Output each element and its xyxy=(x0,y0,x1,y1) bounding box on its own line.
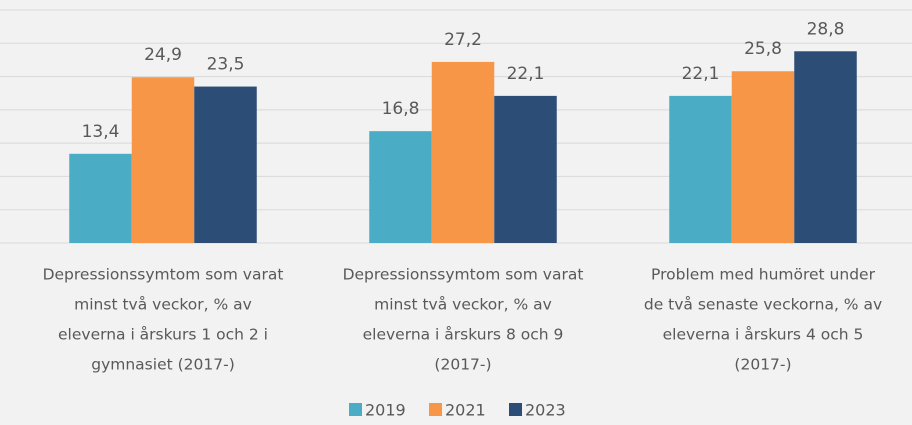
data-label: 28,8 xyxy=(807,19,845,39)
x-tick-label: minst två veckor, % av xyxy=(374,296,552,314)
data-label: 27,2 xyxy=(444,30,482,50)
legend-label: 2021 xyxy=(445,401,486,420)
x-tick-label: gymnasiet (2017-) xyxy=(91,356,235,374)
legend-swatch xyxy=(509,403,522,416)
data-label: 23,5 xyxy=(207,55,245,75)
bar xyxy=(794,51,857,243)
bar xyxy=(131,77,195,243)
bar xyxy=(194,86,257,243)
x-tick-label: (2017-) xyxy=(434,356,491,374)
bar xyxy=(731,71,795,243)
x-tick-label: minst två veckor, % av xyxy=(74,296,252,314)
data-label: 13,4 xyxy=(82,122,120,142)
data-label: 16,8 xyxy=(382,99,420,119)
data-label: 22,1 xyxy=(682,64,720,84)
legend-swatch xyxy=(429,403,442,416)
x-tick-label: Depressionssymtom som varat xyxy=(343,266,584,284)
x-tick-label: eleverna i årskurs 8 och 9 xyxy=(363,326,564,344)
legend-swatch xyxy=(349,403,362,416)
data-label: 24,9 xyxy=(144,45,182,65)
x-tick-label: (2017-) xyxy=(734,356,791,374)
bar xyxy=(669,95,732,244)
x-tick-label: eleverna i årskurs 1 och 2 i xyxy=(58,326,268,344)
x-tick-label: Depressionssymtom som varat xyxy=(43,266,284,284)
bar xyxy=(494,95,557,244)
bar xyxy=(369,131,432,243)
legend-label: 2019 xyxy=(365,401,406,420)
bar xyxy=(69,153,132,243)
x-tick-label: de två senaste veckorna, % av xyxy=(644,296,882,314)
data-label: 25,8 xyxy=(744,39,782,59)
x-tick-label: eleverna i årskurs 4 och 5 xyxy=(663,326,864,344)
bar xyxy=(431,61,495,243)
data-label: 22,1 xyxy=(507,64,545,84)
legend-label: 2023 xyxy=(525,401,566,420)
x-tick-label: Problem med humöret under xyxy=(651,266,876,284)
